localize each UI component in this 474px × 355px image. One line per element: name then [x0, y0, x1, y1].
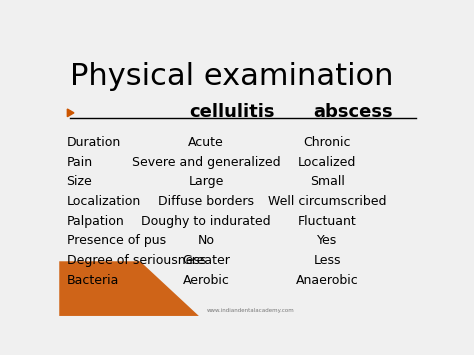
Text: Chronic: Chronic [304, 136, 351, 149]
Text: No: No [198, 234, 215, 247]
Text: cellulitis: cellulitis [189, 103, 274, 121]
Text: Bacteria: Bacteria [66, 274, 119, 286]
Text: Localized: Localized [298, 155, 356, 169]
Text: Fluctuant: Fluctuant [298, 215, 357, 228]
Text: Aerobic: Aerobic [183, 274, 229, 286]
Text: Palpation: Palpation [66, 215, 124, 228]
Text: www.indiandentalacademy.com: www.indiandentalacademy.com [206, 308, 294, 313]
Text: Acute: Acute [188, 136, 224, 149]
Text: Large: Large [189, 175, 224, 188]
Text: Pain: Pain [66, 155, 93, 169]
Text: abscess: abscess [313, 103, 393, 121]
Text: Physical examination: Physical examination [70, 62, 394, 91]
Polygon shape [67, 109, 74, 117]
Text: Presence of pus: Presence of pus [66, 234, 166, 247]
Text: Less: Less [314, 254, 341, 267]
Text: Diffuse borders: Diffuse borders [158, 195, 254, 208]
Text: Well circumscribed: Well circumscribed [268, 195, 387, 208]
Text: Yes: Yes [317, 234, 337, 247]
Text: Severe and generalized: Severe and generalized [132, 155, 281, 169]
Text: Doughy to indurated: Doughy to indurated [141, 215, 271, 228]
Text: Anaerobic: Anaerobic [296, 274, 359, 286]
Polygon shape [59, 261, 199, 316]
Text: Localization: Localization [66, 195, 141, 208]
Text: Small: Small [310, 175, 345, 188]
Text: Size: Size [66, 175, 92, 188]
Text: Degree of seriousness: Degree of seriousness [66, 254, 206, 267]
Text: Greater: Greater [182, 254, 230, 267]
Text: Duration: Duration [66, 136, 121, 149]
